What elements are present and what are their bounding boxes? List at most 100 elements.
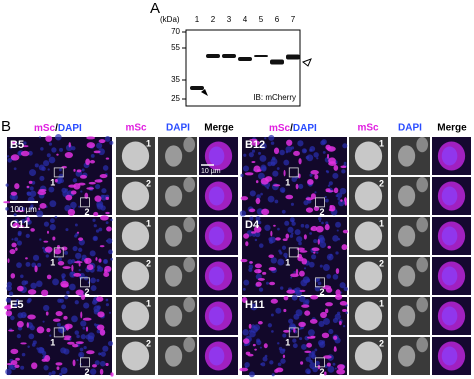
cell-signal — [46, 328, 51, 333]
cell-signal — [7, 258, 10, 263]
nucleus — [165, 185, 183, 207]
cell — [354, 261, 383, 291]
nucleus — [338, 199, 345, 207]
channel-header: mSc — [357, 123, 379, 134]
cell — [354, 141, 383, 171]
nucleus — [100, 351, 106, 357]
nucleus — [329, 253, 333, 257]
nucleus — [293, 313, 300, 320]
nucleus — [251, 149, 256, 153]
marker-label: 55 — [171, 43, 180, 52]
nucleus — [271, 373, 275, 377]
header: mSc/DAPI — [269, 123, 317, 134]
nucleus — [328, 329, 334, 335]
nucleus — [90, 153, 95, 158]
cell-signal — [300, 361, 304, 365]
nucleus — [104, 136, 111, 142]
cell-signal — [270, 230, 273, 237]
cell-signal — [310, 295, 319, 300]
antibody-label: IB: mCherry — [253, 93, 296, 102]
cell-signal — [270, 298, 278, 304]
nucleus — [17, 207, 20, 211]
roi-label: 1 — [50, 257, 55, 267]
nucleus — [239, 210, 247, 217]
nucleus — [81, 254, 87, 260]
nucleus — [42, 160, 50, 167]
cell-signal — [340, 165, 347, 169]
cell-signal — [254, 268, 262, 274]
cell-signal — [244, 172, 254, 176]
nucleus — [280, 358, 286, 364]
nucleus — [289, 234, 294, 238]
cell-signal — [283, 169, 286, 177]
band — [270, 59, 284, 65]
nucleus — [251, 326, 258, 333]
cell-signal — [72, 359, 76, 367]
cell-signal — [55, 362, 63, 366]
lane-label: 4 — [243, 15, 248, 24]
cell-signal — [341, 244, 348, 251]
nucleus — [313, 152, 319, 158]
nucleus — [48, 156, 56, 164]
unit-label: (kDa) — [160, 15, 180, 24]
nucleus — [66, 290, 70, 295]
scale-bar-label: 10 µm — [201, 168, 221, 175]
cell-signal — [62, 266, 71, 269]
nucleus — [332, 317, 339, 324]
cell-signal — [4, 305, 13, 310]
nucleus — [285, 146, 292, 153]
roi-box — [288, 247, 299, 258]
cell-label: 2 — [146, 258, 151, 268]
cell-signal — [98, 139, 106, 144]
nucleus — [165, 145, 183, 167]
nucleus — [54, 215, 58, 219]
nucleus — [277, 227, 280, 231]
merge-nucleus — [208, 346, 225, 366]
nucleus — [250, 303, 258, 311]
cell-signal — [20, 150, 30, 157]
nucleus — [258, 172, 265, 180]
nucleus — [284, 220, 290, 226]
cell-label: 1 — [379, 298, 384, 308]
nucleus — [249, 371, 255, 378]
nucleus — [49, 334, 52, 337]
cell-signal — [76, 231, 80, 234]
merge-nucleus — [441, 186, 458, 206]
nucleus — [5, 183, 9, 187]
cell-signal — [326, 362, 331, 367]
cell-signal — [93, 150, 101, 154]
nucleus — [339, 282, 346, 289]
cell-signal — [327, 245, 331, 249]
nucleus — [48, 372, 52, 376]
cell-signal — [110, 372, 114, 377]
nucleus — [306, 370, 311, 375]
cell-signal — [295, 268, 299, 276]
nucleus — [65, 228, 69, 232]
nucleus — [416, 137, 429, 153]
cell-signal — [18, 225, 24, 228]
cell-signal — [329, 204, 333, 209]
nucleus — [16, 333, 21, 339]
cell-signal — [82, 317, 92, 321]
cell-signal — [100, 215, 109, 221]
nucleus — [321, 139, 327, 145]
cell-signal — [336, 368, 346, 375]
roi-box — [80, 197, 90, 208]
cell-signal — [245, 241, 249, 247]
nucleus — [260, 363, 263, 366]
nucleus — [31, 262, 37, 268]
nucleus — [398, 305, 416, 327]
nucleus — [268, 134, 275, 141]
cell-signal — [310, 227, 313, 231]
cell-signal — [253, 226, 262, 233]
nucleus — [74, 300, 79, 305]
cell-signal — [14, 183, 20, 190]
cell-signal — [304, 350, 312, 353]
nucleus — [79, 347, 84, 352]
nucleus — [17, 232, 22, 237]
nucleus — [300, 279, 308, 287]
cell-signal — [307, 179, 314, 185]
cell-signal — [301, 304, 310, 308]
cell-signal — [10, 348, 19, 355]
nucleus — [335, 194, 339, 198]
